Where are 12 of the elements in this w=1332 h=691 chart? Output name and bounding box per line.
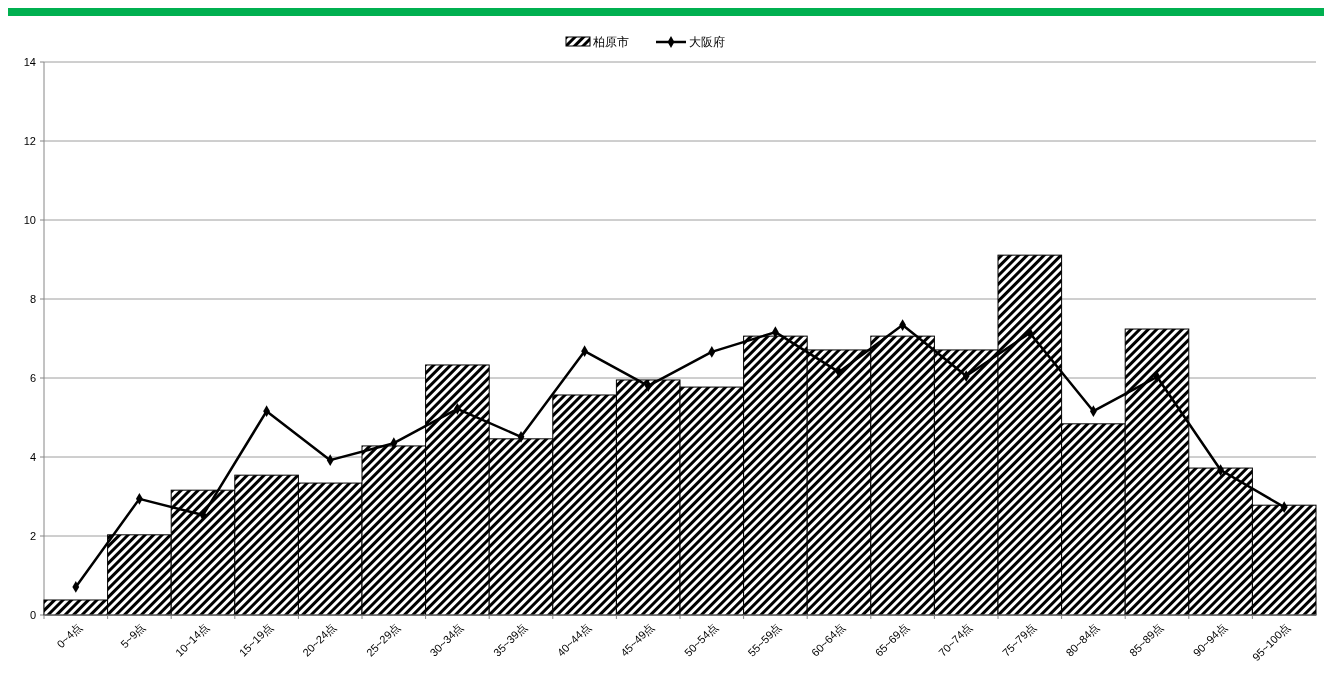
x-tick-label: 0~4点 [54, 620, 84, 651]
y-tick-label: 6 [29, 371, 36, 384]
y-tick-label: 4 [29, 450, 36, 463]
y-tick-label: 10 [23, 213, 36, 226]
y-tick-label: 12 [23, 134, 36, 147]
y-tick-label: 14 [23, 55, 36, 68]
x-tick-label: 5~9点 [118, 620, 148, 651]
y-tick-label: 0 [29, 608, 36, 621]
y-tick-label: 8 [29, 292, 36, 305]
legend-label: 大阪府 [689, 35, 725, 50]
legend-label: 柏原市 [592, 35, 629, 50]
y-tick-label: 2 [29, 529, 36, 542]
